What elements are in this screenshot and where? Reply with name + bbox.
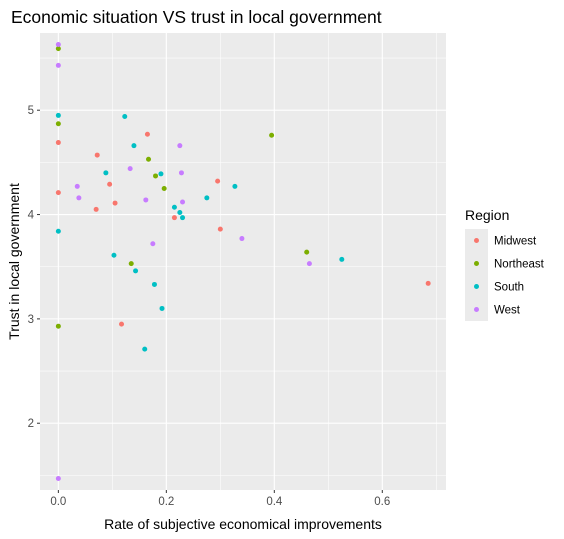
point-midwest: [112, 200, 118, 206]
point-south: [55, 112, 61, 118]
major-gridlines: [40, 33, 446, 490]
point-midwest: [55, 140, 61, 146]
point-west: [76, 195, 82, 201]
y-tick-label: 5: [28, 105, 34, 117]
point-south: [55, 228, 61, 234]
point-west: [74, 183, 80, 189]
point-south: [131, 143, 137, 149]
data-points: [55, 41, 431, 482]
y-axis-title: Trust in local government: [6, 183, 22, 340]
axes: 0.0 0.2 0.4 0.6 2 3 4 5: [28, 105, 391, 508]
point-northeast: [304, 249, 310, 255]
point-south: [177, 209, 183, 215]
point-west: [306, 261, 312, 267]
point-south: [158, 171, 164, 177]
x-tick-label: 0.0: [50, 496, 66, 508]
point-midwest: [144, 131, 150, 137]
point-west: [178, 170, 184, 176]
point-west: [180, 199, 186, 205]
point-midwest: [425, 280, 431, 286]
point-south: [111, 252, 117, 258]
point-northeast: [55, 323, 61, 329]
point-midwest: [107, 181, 113, 187]
y-tick-label: 3: [28, 314, 34, 326]
point-midwest: [94, 152, 100, 158]
legend-swatch-midwest: [474, 238, 479, 243]
point-midwest: [119, 321, 125, 327]
point-northeast: [128, 261, 134, 267]
legend-label-midwest: Midwest: [494, 236, 537, 248]
point-south: [180, 215, 186, 221]
plot-panel: [40, 33, 446, 490]
point-northeast: [55, 121, 61, 127]
y-tick-label: 2: [28, 418, 34, 430]
point-south: [204, 195, 210, 201]
point-northeast: [153, 173, 159, 179]
point-northeast: [269, 132, 275, 138]
y-tick-label: 4: [28, 210, 35, 222]
point-west: [177, 143, 183, 149]
x-tick-label: 0.6: [374, 496, 390, 508]
legend-label-south: South: [494, 282, 524, 294]
point-south: [122, 113, 128, 119]
point-south: [103, 170, 109, 176]
legend: Region Midwest Northeast South West: [465, 207, 545, 321]
x-tick-label: 0.2: [158, 496, 174, 508]
point-west: [55, 476, 61, 482]
legend-swatch-northeast: [474, 261, 479, 266]
point-northeast: [55, 46, 61, 52]
legend-swatch-south: [474, 284, 479, 289]
x-axis-title: Rate of subjective economical improvemen…: [104, 516, 382, 532]
point-south: [151, 281, 157, 287]
legend-label-west: West: [494, 305, 521, 317]
chart-title: Economic situation VS trust in local gov…: [11, 7, 382, 27]
point-south: [159, 305, 165, 311]
point-west: [239, 236, 245, 242]
point-west: [127, 166, 133, 172]
point-south: [133, 268, 139, 274]
x-tick-label: 0.4: [266, 496, 283, 508]
point-south: [232, 183, 238, 189]
point-midwest: [93, 206, 99, 212]
legend-swatch-west: [474, 307, 479, 312]
legend-title: Region: [465, 207, 509, 223]
point-south: [142, 346, 148, 352]
minor-gridlines: [40, 33, 446, 490]
point-west: [143, 197, 149, 203]
point-northeast: [146, 156, 152, 162]
point-south: [171, 204, 177, 210]
point-midwest: [217, 226, 223, 232]
point-northeast: [161, 185, 167, 191]
legend-label-northeast: Northeast: [494, 259, 545, 271]
point-west: [55, 62, 61, 68]
point-midwest: [55, 190, 61, 196]
point-midwest: [215, 178, 221, 184]
point-west: [55, 41, 61, 47]
point-west: [150, 241, 156, 247]
point-south: [339, 256, 345, 262]
point-midwest: [171, 215, 177, 221]
